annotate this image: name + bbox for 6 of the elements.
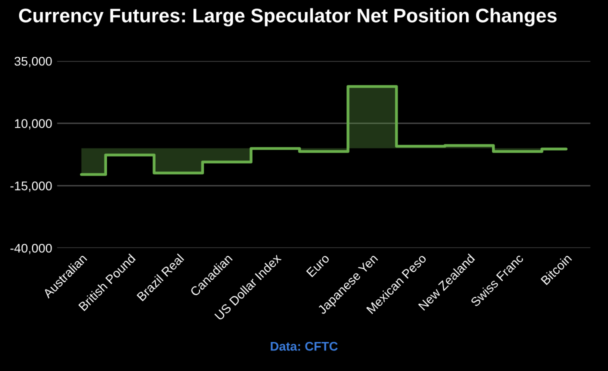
y-tick-label: -15,000 <box>10 181 52 192</box>
y-tick-label: -40,000 <box>10 244 52 254</box>
text: Data: CFTC <box>270 342 338 351</box>
y-tick-label: 10,000 <box>15 119 52 130</box>
chart-title: Currency Futures: Large Speculator Net Position Changes <box>19 8 557 26</box>
y-tick-label: 35,000 <box>14 56 52 68</box>
